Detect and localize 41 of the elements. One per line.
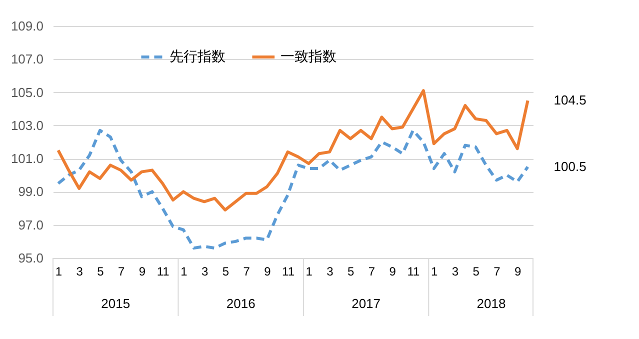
x-tick-label: 3 (326, 264, 334, 278)
x-tick-label: 5 (97, 264, 104, 278)
x-tick-label: 3 (201, 264, 208, 278)
y-tick-label: 99.0 (18, 184, 44, 200)
legend-label: 先行指数 (169, 48, 226, 64)
y-tick-label: 105.0 (10, 84, 44, 100)
x-tick-label: 1 (55, 264, 62, 278)
line-series (56, 128, 530, 250)
legend-label: 一致指数 (280, 48, 336, 64)
x-tick-label: 7 (368, 264, 376, 278)
line-series (56, 89, 530, 212)
y-tick-label: 103.0 (10, 118, 44, 133)
y-tick-label: 109.0 (10, 18, 44, 34)
text: 2015 (101, 296, 130, 311)
x-tick-label: 1 (431, 264, 438, 278)
x-tick-label: 7 (118, 264, 125, 278)
x-tick-label: 3 (76, 264, 84, 278)
text: 2016 (226, 296, 256, 311)
x-tick-label: 11 (282, 264, 295, 278)
y-tick-label: 95.0 (18, 250, 44, 266)
x-tick-label: 5 (222, 264, 230, 278)
x-tick-label: 1 (180, 264, 188, 278)
x-tick-label: 11 (156, 264, 170, 278)
y-tick-label: 101.0 (10, 151, 44, 166)
x-tick-label: 5 (472, 264, 480, 278)
x-tick-label: 9 (389, 264, 396, 278)
x-tick-label: 7 (494, 264, 501, 278)
x-tick-label: 3 (452, 264, 459, 278)
y-tick-label: 107.0 (10, 52, 44, 67)
text: 2017 (352, 296, 381, 311)
x-tick-label: 9 (264, 264, 272, 278)
x-tick-label: 7 (243, 264, 250, 278)
x-tick-label: 9 (514, 264, 522, 278)
y-tick-label: 97.0 (18, 217, 44, 232)
text: 100.5 (554, 158, 586, 174)
text: 2018 (476, 296, 506, 311)
x-tick-label: 1 (306, 264, 313, 278)
x-tick-label: 9 (138, 264, 146, 278)
text: 104.5 (554, 92, 586, 108)
x-tick-label: 11 (407, 264, 420, 278)
x-tick-label: 5 (348, 264, 355, 278)
